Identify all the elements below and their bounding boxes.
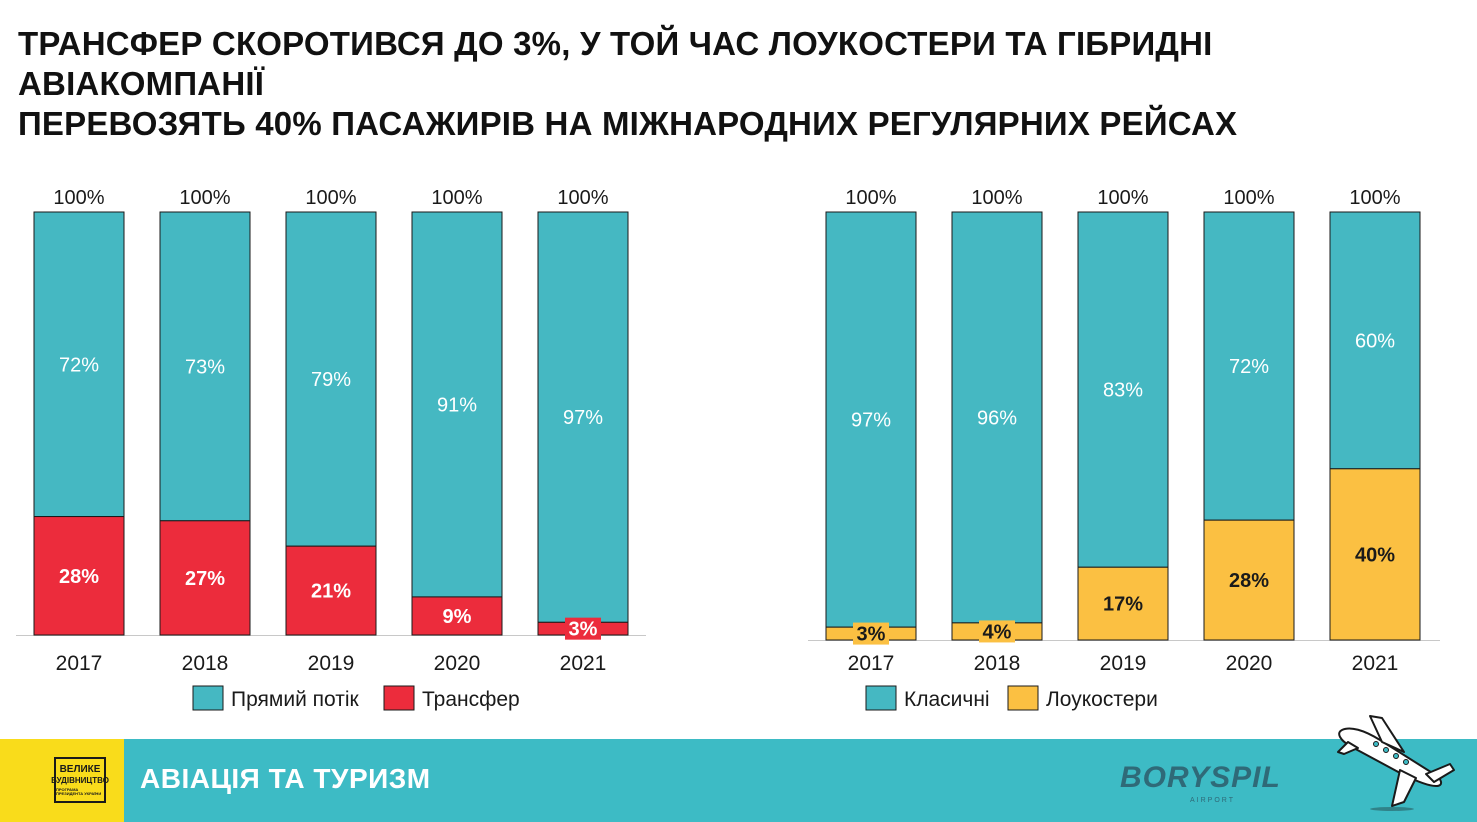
bar-2021-direct xyxy=(537,211,629,623)
data-label-direct: 91% xyxy=(437,394,477,416)
data-label-transfer: 3% xyxy=(569,619,598,641)
data-label-lowcost: 28% xyxy=(1229,570,1269,592)
data-label-lowcost: 4% xyxy=(983,621,1012,643)
data-label-transfer: 28% xyxy=(59,566,99,588)
data-label-bg-lowcost xyxy=(853,622,889,645)
total-label: 100% xyxy=(179,187,230,209)
data-label-transfer: 9% xyxy=(443,606,472,628)
data-label-classic: 83% xyxy=(1103,380,1143,402)
bar-2018-direct xyxy=(159,211,251,522)
program-logo-line2: БУДІВНИЦТВО xyxy=(51,775,109,785)
data-label-lowcost: 17% xyxy=(1103,594,1143,616)
transfer-chart: 72% 28% 100% 2017 73% 27% 100% 2018 79% 21% 100% 20… xyxy=(16,187,646,711)
tick-label: 2019 xyxy=(1100,652,1147,675)
tick-label: 2020 xyxy=(434,652,481,675)
tick-label: 2017 xyxy=(56,652,103,675)
tick-label: 2018 xyxy=(974,652,1021,675)
legend-swatch-lowcost xyxy=(1007,685,1039,711)
legend-label-classic: Класичні xyxy=(904,688,990,711)
tick-label: 2020 xyxy=(1226,652,1273,675)
bar-2020-classic xyxy=(1203,211,1295,521)
total-label: 100% xyxy=(1349,187,1400,209)
data-label-bg-lowcost xyxy=(979,620,1015,643)
program-logo-line1: ВЕЛИКЕ xyxy=(59,763,101,775)
bar-2018-transfer xyxy=(159,520,251,636)
bar-2021-classic xyxy=(1329,211,1421,470)
bar-2017-transfer xyxy=(33,516,125,636)
data-label-lowcost: 40% xyxy=(1355,544,1395,566)
data-label-transfer: 21% xyxy=(311,581,351,603)
total-label: 100% xyxy=(431,187,482,209)
bar-2018-classic xyxy=(951,211,1043,624)
page-title: ТРАНСФЕР СКОРОТИВСЯ ДО 3%, У ТОЙ ЧАС ЛОУ… xyxy=(18,24,1458,144)
bar-2019-classic xyxy=(1077,211,1169,568)
tick-label: 2017 xyxy=(848,652,895,675)
bar-2021-lowcost xyxy=(1329,468,1421,641)
tick-label: 2019 xyxy=(308,652,355,675)
section-label: АВІАЦІЯ ТА ТУРИЗМ xyxy=(140,763,431,794)
program-logo-line3: ПРОГРАМА ПРЕЗИДЕНТА УКРАЇНИ xyxy=(56,786,102,796)
legend-swatch-classic xyxy=(865,685,897,711)
program-logo-panel: ВЕЛИКЕ БУДІВНИЦТВО ПРОГРАМА ПРЕЗИДЕНТА У… xyxy=(0,739,124,822)
total-label: 100% xyxy=(1097,187,1148,209)
title-line-2: ПЕРЕВОЗЯТЬ 40% ПАСАЖИРІВ НА МІЖНАРОДНИХ … xyxy=(18,105,1238,142)
legend-label-transfer: Трансфер xyxy=(422,688,520,711)
airport-sub: AIRPORT xyxy=(1190,797,1235,804)
data-label-transfer: 27% xyxy=(185,568,225,590)
data-label-bg-transfer xyxy=(565,617,601,640)
data-label-classic: 72% xyxy=(1229,356,1269,378)
legend-swatch-transfer xyxy=(383,685,415,711)
bar-2019-transfer xyxy=(285,545,377,636)
title-line-1: ТРАНСФЕР СКОРОТИВСЯ ДО 3%, У ТОЙ ЧАС ЛОУ… xyxy=(18,25,1213,102)
bar-2020-lowcost xyxy=(1203,519,1295,641)
footer-bar: ВЕЛИКЕ БУДІВНИЦТВО ПРОГРАМА ПРЕЗИДЕНТА У… xyxy=(0,739,1477,822)
data-label-lowcost: 3% xyxy=(857,624,886,646)
bar-2019-lowcost xyxy=(1077,566,1169,641)
data-label-classic: 60% xyxy=(1355,330,1395,352)
legend-label-lowcost: Лоукостери xyxy=(1046,688,1158,711)
total-label: 100% xyxy=(845,187,896,209)
program-logo: ВЕЛИКЕ БУДІВНИЦТВО ПРОГРАМА ПРЕЗИДЕНТА У… xyxy=(51,757,109,803)
legend-label-direct: Прямий потік xyxy=(231,688,360,711)
data-label-direct: 97% xyxy=(563,407,603,429)
bar-2017-classic xyxy=(825,211,917,628)
legend-swatch-direct xyxy=(192,685,224,711)
bar-2020-transfer xyxy=(411,596,503,636)
lowcost-chart: 97% 3% 100% 2017 96% 4% 100% 2018 83% 17% 100% 2019… xyxy=(808,187,1440,711)
tick-label: 2021 xyxy=(1352,652,1399,675)
bar-2017-direct xyxy=(33,211,125,518)
total-label: 100% xyxy=(53,187,104,209)
total-label: 100% xyxy=(971,187,1022,209)
data-label-direct: 79% xyxy=(311,369,351,391)
tick-label: 2018 xyxy=(182,652,229,675)
tick-label: 2021 xyxy=(560,652,607,675)
data-label-classic: 96% xyxy=(977,407,1017,429)
data-label-direct: 72% xyxy=(59,354,99,376)
total-label: 100% xyxy=(1223,187,1274,209)
data-label-direct: 73% xyxy=(185,356,225,378)
airport-name: BORYSPIL xyxy=(1120,761,1281,794)
airplane-icon xyxy=(1337,715,1455,811)
total-label: 100% xyxy=(305,187,356,209)
data-label-classic: 97% xyxy=(851,410,891,432)
boryspil-logo: BORYSPIL AIRPORT xyxy=(1120,757,1320,807)
total-label: 100% xyxy=(557,187,608,209)
